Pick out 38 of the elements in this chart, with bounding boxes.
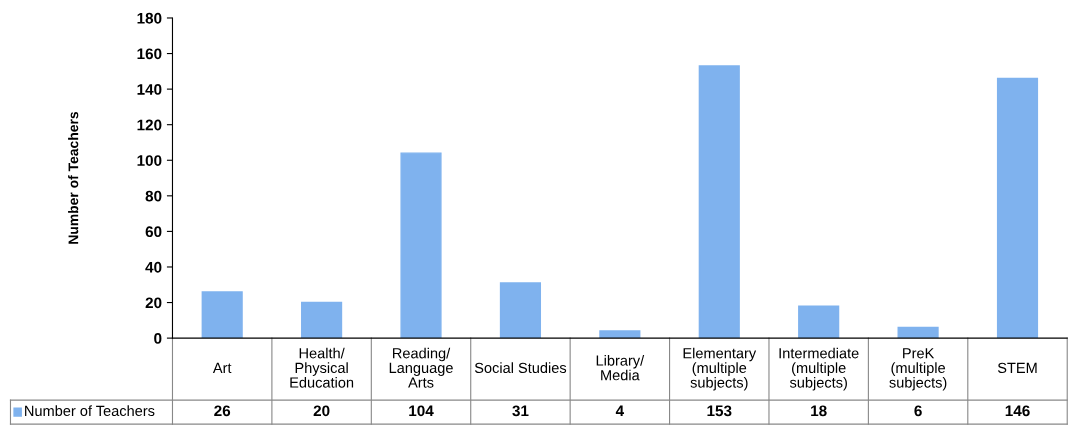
data-label: 104 [409,405,434,417]
legend-label: Number of Teachers [25,405,155,417]
bar [499,282,542,339]
data-label: 153 [707,405,732,417]
y-tick-label: 140 [137,83,162,95]
y-tick-label: 0 [154,332,162,344]
x-tick-label: Health/ Physical Education [290,347,354,388]
y-tick-label: 40 [145,261,162,273]
bar [599,330,641,339]
x-tick-label: Intermediate (multiple subjects) [779,347,859,391]
data-label: 26 [214,405,231,417]
data-label: 18 [811,405,827,417]
y-axis-title: Number of Teachers [68,111,79,244]
data-label: 20 [313,405,330,417]
y-tick-label: 120 [137,119,162,131]
y-tick-label: 80 [145,190,162,202]
y-tick-label: 100 [137,155,162,166]
bar [698,65,740,339]
bar [301,301,343,339]
y-tick-label: 180 [137,12,162,24]
x-tick-label: Art [212,362,232,374]
y-tick-label: 60 [145,226,162,238]
y-tick-label: 160 [137,48,162,60]
bar [201,291,243,339]
x-tick-label: Elementary (multiple subjects) [683,347,757,391]
data-label: 4 [615,405,625,417]
x-tick-label: STEM [997,362,1037,374]
x-tick-label: PreK (multiple subjects) [889,348,947,391]
data-label: 31 [512,405,529,417]
data-label: 146 [1005,405,1030,417]
x-tick-label: Social Studies [474,362,567,374]
x-tick-label: Library/ Media [596,355,645,381]
x-tick-label: Reading/ Language Arts [389,347,453,388]
bar [798,305,840,339]
bar [996,77,1039,339]
y-tick-label: 20 [145,297,162,309]
data-label: 6 [914,405,922,417]
bar [400,152,442,339]
